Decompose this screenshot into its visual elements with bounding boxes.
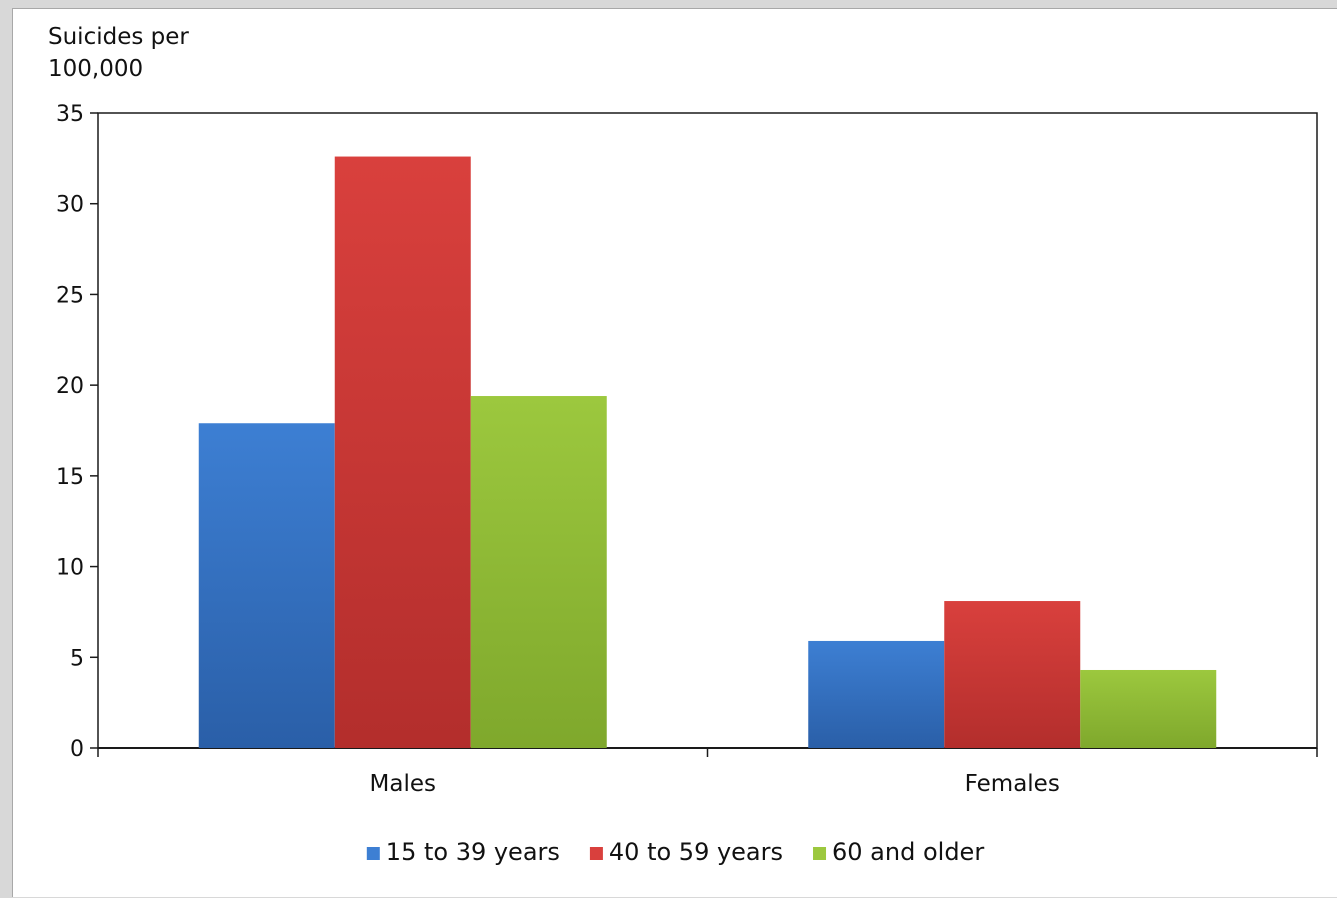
bar-males-series-1 <box>198 423 335 748</box>
bar-females-series-1 <box>808 640 945 748</box>
y-tick-label: 20 <box>56 374 84 399</box>
y-tick-label: 35 <box>56 102 84 127</box>
chart-frame: Suicides per 100,000 0 5 10 15 20 25 30 35 Males… <box>12 8 1337 897</box>
y-tick-label: 25 <box>56 283 84 308</box>
legend-swatch-2 <box>589 847 603 860</box>
y-axis-label-line-1: Suicides per <box>48 24 189 50</box>
legend-swatch-3 <box>813 847 827 860</box>
x-category-label: Females <box>965 771 1060 797</box>
y-tick-label: 30 <box>56 193 84 218</box>
legend-label-3: 60 and older <box>832 838 984 866</box>
legend-label-1: 15 to 39 years <box>386 838 560 866</box>
y-axis-label-line-2: 100,000 <box>48 56 144 82</box>
y-tick-label: 15 <box>56 465 84 490</box>
bar-females-series-3 <box>1080 669 1217 748</box>
bar-females-series-2 <box>944 601 1081 748</box>
y-tick-label: 10 <box>56 556 84 581</box>
y-tick-label: 5 <box>70 646 84 671</box>
legend-label-2: 40 to 59 years <box>609 838 783 866</box>
y-tick-label: 0 <box>70 737 84 762</box>
legend-swatch-1 <box>366 847 380 860</box>
bar-chart: 0 5 10 15 20 25 30 35 Males Females 15 to 39 years… <box>56 102 1318 866</box>
bar-males-series-3 <box>470 396 607 748</box>
bar-males-series-2 <box>334 156 471 749</box>
x-category-label: Males <box>370 771 436 797</box>
